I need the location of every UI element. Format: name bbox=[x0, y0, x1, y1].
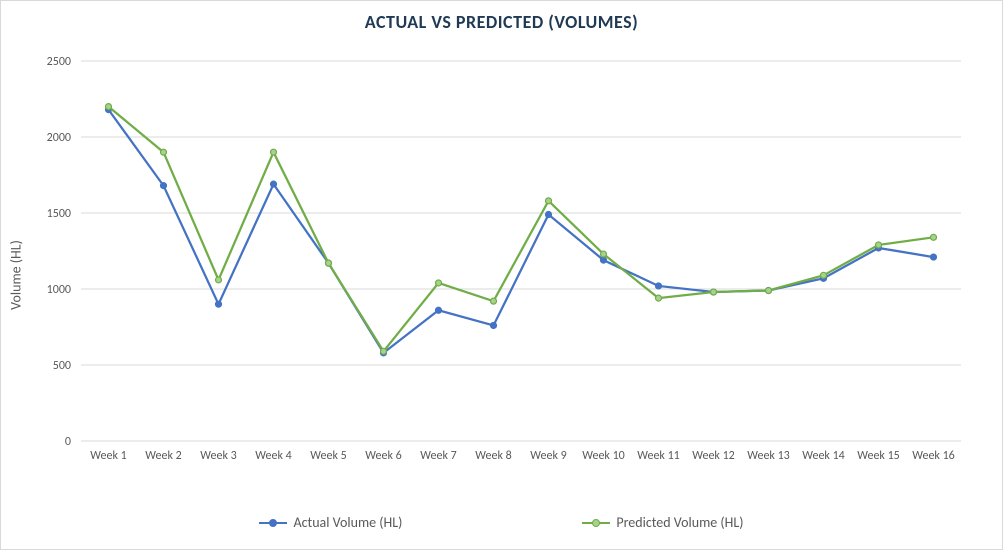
series-marker bbox=[601, 251, 607, 257]
series-marker bbox=[601, 257, 607, 263]
legend-marker-actual bbox=[269, 519, 277, 527]
series-marker bbox=[381, 348, 387, 354]
x-tick-label: Week 14 bbox=[802, 449, 845, 463]
x-tick-label: Week 16 bbox=[912, 449, 955, 463]
series-marker bbox=[326, 260, 332, 266]
y-tick-label: 0 bbox=[65, 435, 71, 449]
x-tick-label: Week 3 bbox=[200, 449, 236, 463]
x-tick-label: Week 10 bbox=[582, 449, 625, 463]
series-marker bbox=[766, 288, 772, 294]
x-tick-label: Week 1 bbox=[90, 449, 126, 463]
series-marker bbox=[436, 280, 442, 286]
series-marker bbox=[491, 298, 497, 304]
x-tick-label: Week 5 bbox=[310, 449, 346, 463]
legend-swatch-predicted bbox=[582, 516, 610, 530]
x-tick-label: Week 11 bbox=[637, 449, 680, 463]
series-line bbox=[109, 107, 934, 352]
series-marker bbox=[216, 301, 222, 307]
series-marker bbox=[656, 283, 662, 289]
series-marker bbox=[106, 104, 112, 110]
series-marker bbox=[216, 277, 222, 283]
series-line bbox=[109, 110, 934, 353]
series-marker bbox=[876, 242, 882, 248]
series-marker bbox=[546, 198, 552, 204]
legend-label-predicted: Predicted Volume (HL) bbox=[616, 514, 743, 531]
chart-container: ACTUAL VS PREDICTED (VOLUMES) Volume (HL… bbox=[0, 0, 1003, 550]
x-tick-label: Week 7 bbox=[420, 449, 456, 463]
series-marker bbox=[546, 212, 552, 218]
series-marker bbox=[491, 322, 497, 328]
x-tick-label: Week 8 bbox=[475, 449, 511, 463]
series-marker bbox=[161, 149, 167, 155]
series-marker bbox=[931, 234, 937, 240]
series-marker bbox=[821, 272, 827, 278]
plot-area: 0 500 1000 1500 2000 2500 Week 1 Week 2 Week 3 We… bbox=[1, 1, 1001, 481]
legend-item-actual: Actual Volume (HL) bbox=[259, 514, 402, 531]
x-tick-label: Week 6 bbox=[365, 449, 401, 463]
y-tick-label: 1500 bbox=[47, 207, 71, 221]
y-tick-label: 1000 bbox=[47, 283, 71, 297]
legend-swatch-actual bbox=[259, 516, 287, 530]
legend-marker-predicted bbox=[592, 519, 600, 527]
y-tick-label: 2500 bbox=[47, 55, 71, 69]
series-marker bbox=[931, 254, 937, 260]
y-tick-label: 2000 bbox=[47, 131, 71, 145]
legend: Actual Volume (HL) Predicted Volume (HL) bbox=[1, 514, 1002, 531]
series-marker bbox=[656, 295, 662, 301]
x-tick-label: Week 13 bbox=[747, 449, 790, 463]
legend-label-actual: Actual Volume (HL) bbox=[293, 514, 402, 531]
x-tick-label: Week 9 bbox=[530, 449, 566, 463]
series-marker bbox=[161, 183, 167, 189]
x-tick-label: Week 12 bbox=[692, 449, 735, 463]
x-tick-label: Week 15 bbox=[857, 449, 900, 463]
series-marker bbox=[271, 149, 277, 155]
y-tick-label: 500 bbox=[53, 359, 71, 373]
series-marker bbox=[436, 307, 442, 313]
x-tick-label: Week 2 bbox=[145, 449, 181, 463]
legend-item-predicted: Predicted Volume (HL) bbox=[582, 514, 743, 531]
series-marker bbox=[271, 181, 277, 187]
series-marker bbox=[711, 289, 717, 295]
x-tick-label: Week 4 bbox=[255, 449, 291, 463]
